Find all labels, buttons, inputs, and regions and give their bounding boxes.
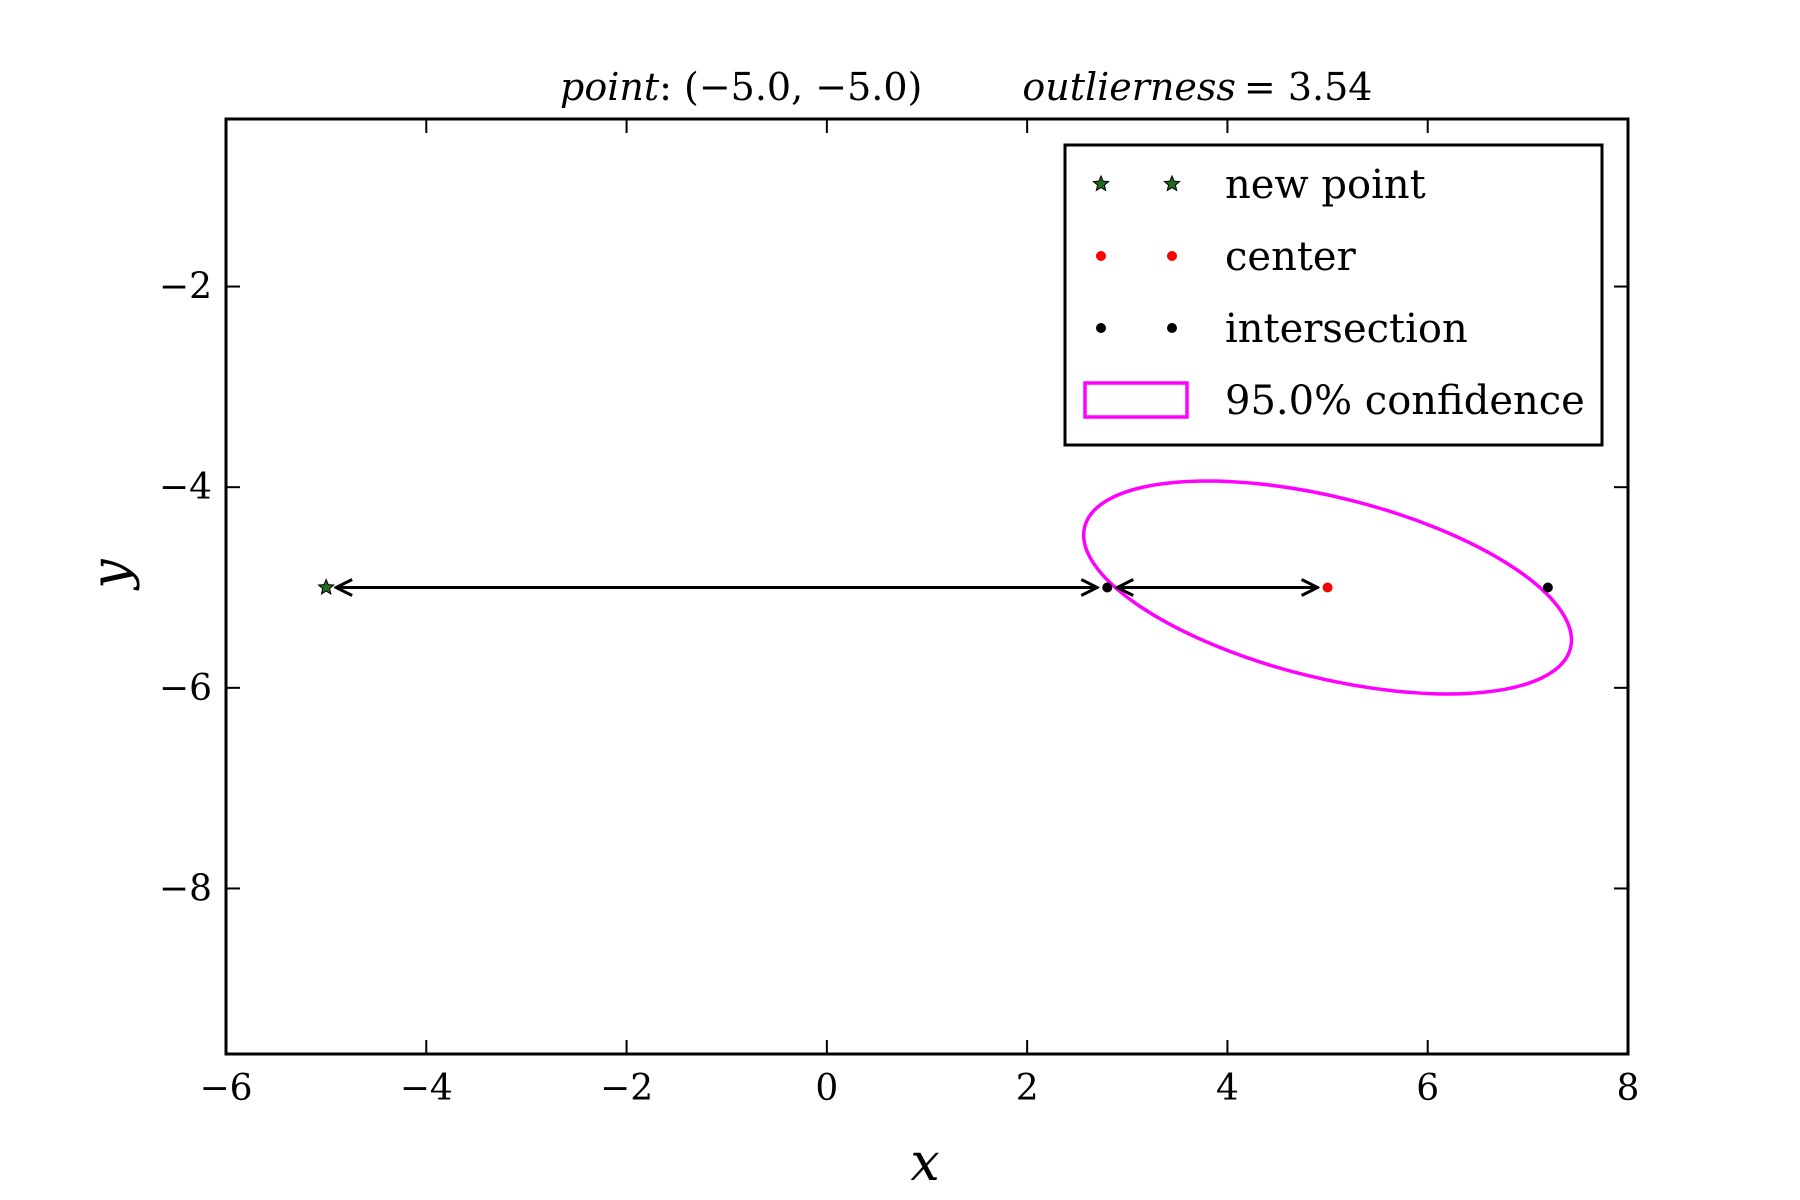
x-tick-label: 2: [1016, 1068, 1039, 1109]
x-tick-label: −4: [400, 1068, 453, 1109]
y-tick-label: −8: [159, 868, 212, 909]
x-tick-label: 4: [1216, 1068, 1239, 1109]
legend-label-center: center: [1225, 234, 1357, 280]
legend-label-new-point: new point: [1225, 162, 1426, 208]
new-point-star: [317, 578, 335, 596]
title-outlierness-label: outlierness: [1022, 65, 1236, 109]
x-tick-label: 6: [1416, 1068, 1439, 1109]
title-outlierness-value: = 3.54: [1244, 65, 1373, 109]
legend: new point center intersection 95.0% conf…: [1063, 143, 1604, 447]
confidence-ellipse: [1081, 479, 1574, 696]
legend-dot-icon: [1096, 251, 1106, 261]
legend-rect-icon: [1083, 381, 1189, 419]
x-axis-ticks: −6 −4 −2 0 2 4 6 8: [199, 119, 1639, 1109]
legend-dot-icon: [1167, 323, 1177, 333]
legend-label-confidence: 95.0% confidence: [1225, 378, 1585, 424]
x-tick-label: −2: [600, 1068, 653, 1109]
x-axis-label: x: [910, 1133, 939, 1193]
y-tick-label: −4: [159, 467, 212, 508]
legend-star-icon: [1163, 174, 1181, 192]
legend-items: [1083, 174, 1189, 419]
y-axis-ticks: −2 −4 −6 −8: [159, 267, 1628, 909]
x-tick-label: 0: [815, 1068, 838, 1109]
legend-star-icon: [1092, 174, 1110, 192]
chart-marks: [317, 479, 1574, 696]
y-axis-label: y: [81, 559, 141, 591]
title-point-label: point: [560, 65, 660, 109]
x-tick-label: −6: [199, 1068, 252, 1109]
y-tick-label: −6: [159, 668, 212, 709]
chart-title: point: (−5.0, −5.0) outlierness = 3.54: [560, 65, 1372, 109]
intersection-point: [1542, 582, 1553, 593]
x-tick-label: 8: [1617, 1068, 1640, 1109]
legend-dot-icon: [1096, 323, 1106, 333]
center-point: [1322, 582, 1333, 593]
intersection-point: [1102, 582, 1113, 593]
title-point-value: : (−5.0, −5.0): [659, 65, 922, 109]
plot-frame: [224, 117, 1630, 1056]
legend-box: [1063, 143, 1604, 447]
legend-label-intersection: intersection: [1225, 306, 1468, 352]
legend-dot-icon: [1167, 251, 1177, 261]
y-tick-label: −2: [159, 267, 212, 308]
